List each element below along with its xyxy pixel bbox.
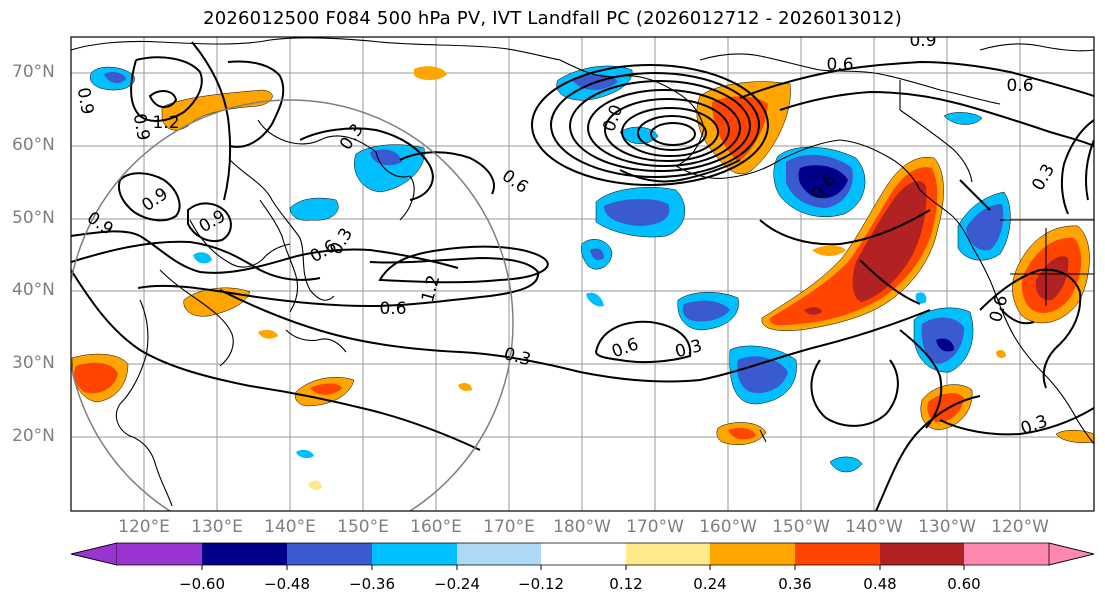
colorbar-tick-label: −0.48 [264,575,310,593]
colorbar-tick-label: −0.24 [434,575,480,593]
contour-label: 0.9 [129,112,153,142]
contour-label: 0.6 [1006,76,1033,96]
pv-contours [71,41,1094,511]
lon-tick-label: 170°E [483,517,535,537]
graticule [71,37,1094,511]
lat-tick-label: 50°N [12,208,55,228]
lon-tick-label: 180°W [553,517,611,537]
lon-tick-label: 140°E [264,517,316,537]
contour-label: 0.3 [1018,411,1050,439]
contour-label: 0.6 [498,166,532,198]
contour-label: 0.6 [826,55,853,75]
lat-tick-label: 20°N [12,426,55,446]
contour-label: 0.9 [73,86,97,116]
contour-label: 0.6 [609,334,641,362]
lon-tick-label: 150°W [772,517,830,537]
contour-label: 0.3 [1028,161,1059,194]
colorbar-tick-label: 0.48 [863,575,897,593]
lon-tick-label: 150°E [337,517,389,537]
contour-label: 0.9 [909,31,936,51]
lon-tick-label: 160°E [410,517,462,537]
colorbar-tick-label: −0.36 [349,575,395,593]
contour-label: 0.3 [502,344,533,370]
lon-tick-label: 130°E [191,517,243,537]
colorbar [70,542,1095,570]
contour-label: 0.9 [138,184,172,216]
colorbar-tick-label: −0.60 [179,575,225,593]
map-frame [70,36,1095,512]
contour-label: 0.9 [83,208,117,240]
lat-tick-label: 60°N [12,135,55,155]
lon-tick-label: 120°W [991,517,1049,537]
contour-label: 0.6 [379,299,406,319]
colorbar-tick-label: 0.60 [947,575,981,593]
contour-label: 1.2 [418,273,444,304]
lon-tick-label: 130°W [918,517,976,537]
colorbar-tick-label: 0.12 [609,575,643,593]
lat-tick-label: 70°N [12,62,55,82]
colorbar-tick-label: 0.24 [693,575,727,593]
colorbar-extend-low [70,542,118,566]
colorbar-extend-high [1048,542,1095,566]
contour-label: 0.3 [673,336,704,362]
contour-label: 0.6 [986,293,1012,324]
contour-label: 1.2 [152,113,179,133]
lon-tick-label: 140°W [845,517,903,537]
lon-tick-label: 170°W [626,517,684,537]
landfall-circle [71,99,514,511]
lat-tick-label: 40°N [12,280,55,300]
lat-tick-label: 30°N [12,353,55,373]
ivt-shading [71,65,1094,491]
figure-title: 2026012500 F084 500 hPa PV, IVT Landfall… [203,8,902,29]
lon-tick-label: 160°W [699,517,757,537]
colorbar-tick-label: −0.12 [518,575,564,593]
lon-tick-label: 120°E [118,517,170,537]
colorbar-tick-label: 0.36 [778,575,812,593]
